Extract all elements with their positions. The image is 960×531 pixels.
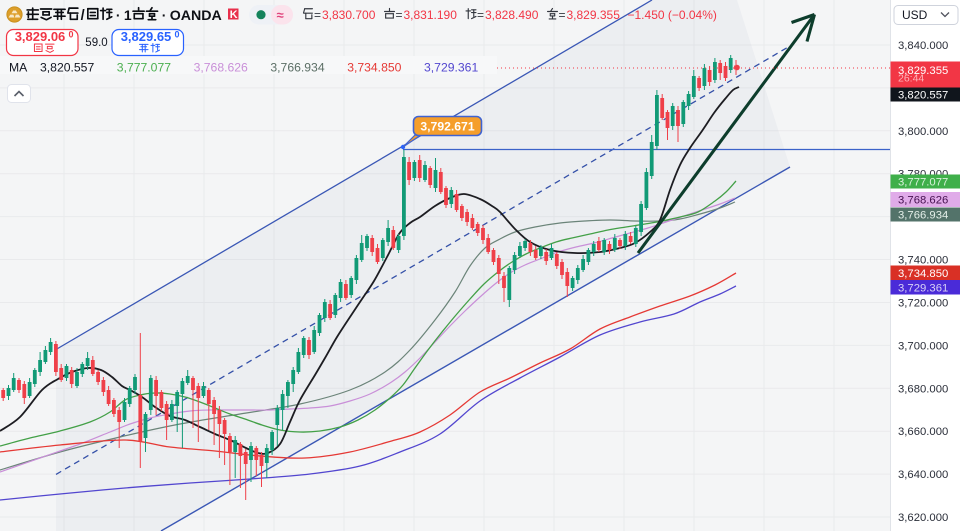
svg-text:26:44: 26:44 bbox=[898, 73, 924, 85]
svg-text:3,830.700: 3,830.700 bbox=[322, 8, 376, 22]
svg-text:3,768.626: 3,768.626 bbox=[194, 61, 248, 75]
svg-text:3,800.000: 3,800.000 bbox=[898, 126, 948, 138]
svg-text:=: = bbox=[314, 8, 321, 22]
svg-text:3,734.850: 3,734.850 bbox=[898, 268, 948, 280]
svg-text:3,768.626: 3,768.626 bbox=[898, 195, 948, 207]
svg-text:K: K bbox=[230, 9, 238, 21]
svg-text:USD: USD bbox=[902, 8, 928, 22]
svg-text:3,660.000: 3,660.000 bbox=[898, 426, 948, 438]
svg-text:3,729.361: 3,729.361 bbox=[898, 282, 948, 294]
svg-text:3,740.000: 3,740.000 bbox=[898, 255, 948, 267]
svg-text:·: · bbox=[162, 7, 167, 23]
svg-text:3,828.490: 3,828.490 bbox=[485, 8, 539, 22]
svg-text:0: 0 bbox=[175, 30, 180, 40]
svg-text:3,729.361: 3,729.361 bbox=[424, 61, 478, 75]
svg-text:/: / bbox=[81, 8, 85, 24]
svg-text:3,829.355: 3,829.355 bbox=[898, 65, 948, 77]
svg-text:3,734.850: 3,734.850 bbox=[347, 61, 401, 75]
svg-text:·: · bbox=[116, 7, 121, 23]
svg-text:3,829.06: 3,829.06 bbox=[15, 29, 66, 44]
svg-text:3,640.000: 3,640.000 bbox=[898, 469, 948, 481]
svg-text:=: = bbox=[477, 8, 484, 22]
svg-text:3,680.000: 3,680.000 bbox=[898, 383, 948, 395]
svg-text:3,820.557: 3,820.557 bbox=[898, 90, 948, 102]
svg-text:MA: MA bbox=[9, 61, 28, 75]
svg-text:3,829.355: 3,829.355 bbox=[567, 8, 621, 22]
svg-text:3,720.000: 3,720.000 bbox=[898, 297, 948, 309]
svg-text:3,700.000: 3,700.000 bbox=[898, 340, 948, 352]
svg-text:3,766.934: 3,766.934 bbox=[898, 210, 948, 222]
svg-text:3,820.557: 3,820.557 bbox=[40, 61, 94, 75]
svg-text:−1.450 (−0.04%): −1.450 (−0.04%) bbox=[628, 8, 717, 22]
svg-text:=: = bbox=[396, 8, 403, 22]
svg-text:3,829.65: 3,829.65 bbox=[121, 29, 172, 44]
svg-text:=: = bbox=[559, 8, 566, 22]
svg-text:≈: ≈ bbox=[277, 8, 284, 23]
svg-text:OANDA: OANDA bbox=[170, 8, 222, 24]
svg-text:3,777.077: 3,777.077 bbox=[117, 61, 171, 75]
svg-text:3,840.000: 3,840.000 bbox=[898, 40, 948, 52]
svg-text:0: 0 bbox=[69, 30, 74, 40]
svg-text:3,766.934: 3,766.934 bbox=[270, 61, 324, 75]
svg-text:3,620.000: 3,620.000 bbox=[898, 512, 948, 524]
svg-text:3,777.077: 3,777.077 bbox=[898, 177, 948, 189]
svg-text:3,792.671: 3,792.671 bbox=[420, 120, 474, 134]
svg-text:1: 1 bbox=[124, 7, 132, 23]
svg-text:3,831.190: 3,831.190 bbox=[404, 8, 458, 22]
svg-text:59.0: 59.0 bbox=[85, 37, 107, 49]
